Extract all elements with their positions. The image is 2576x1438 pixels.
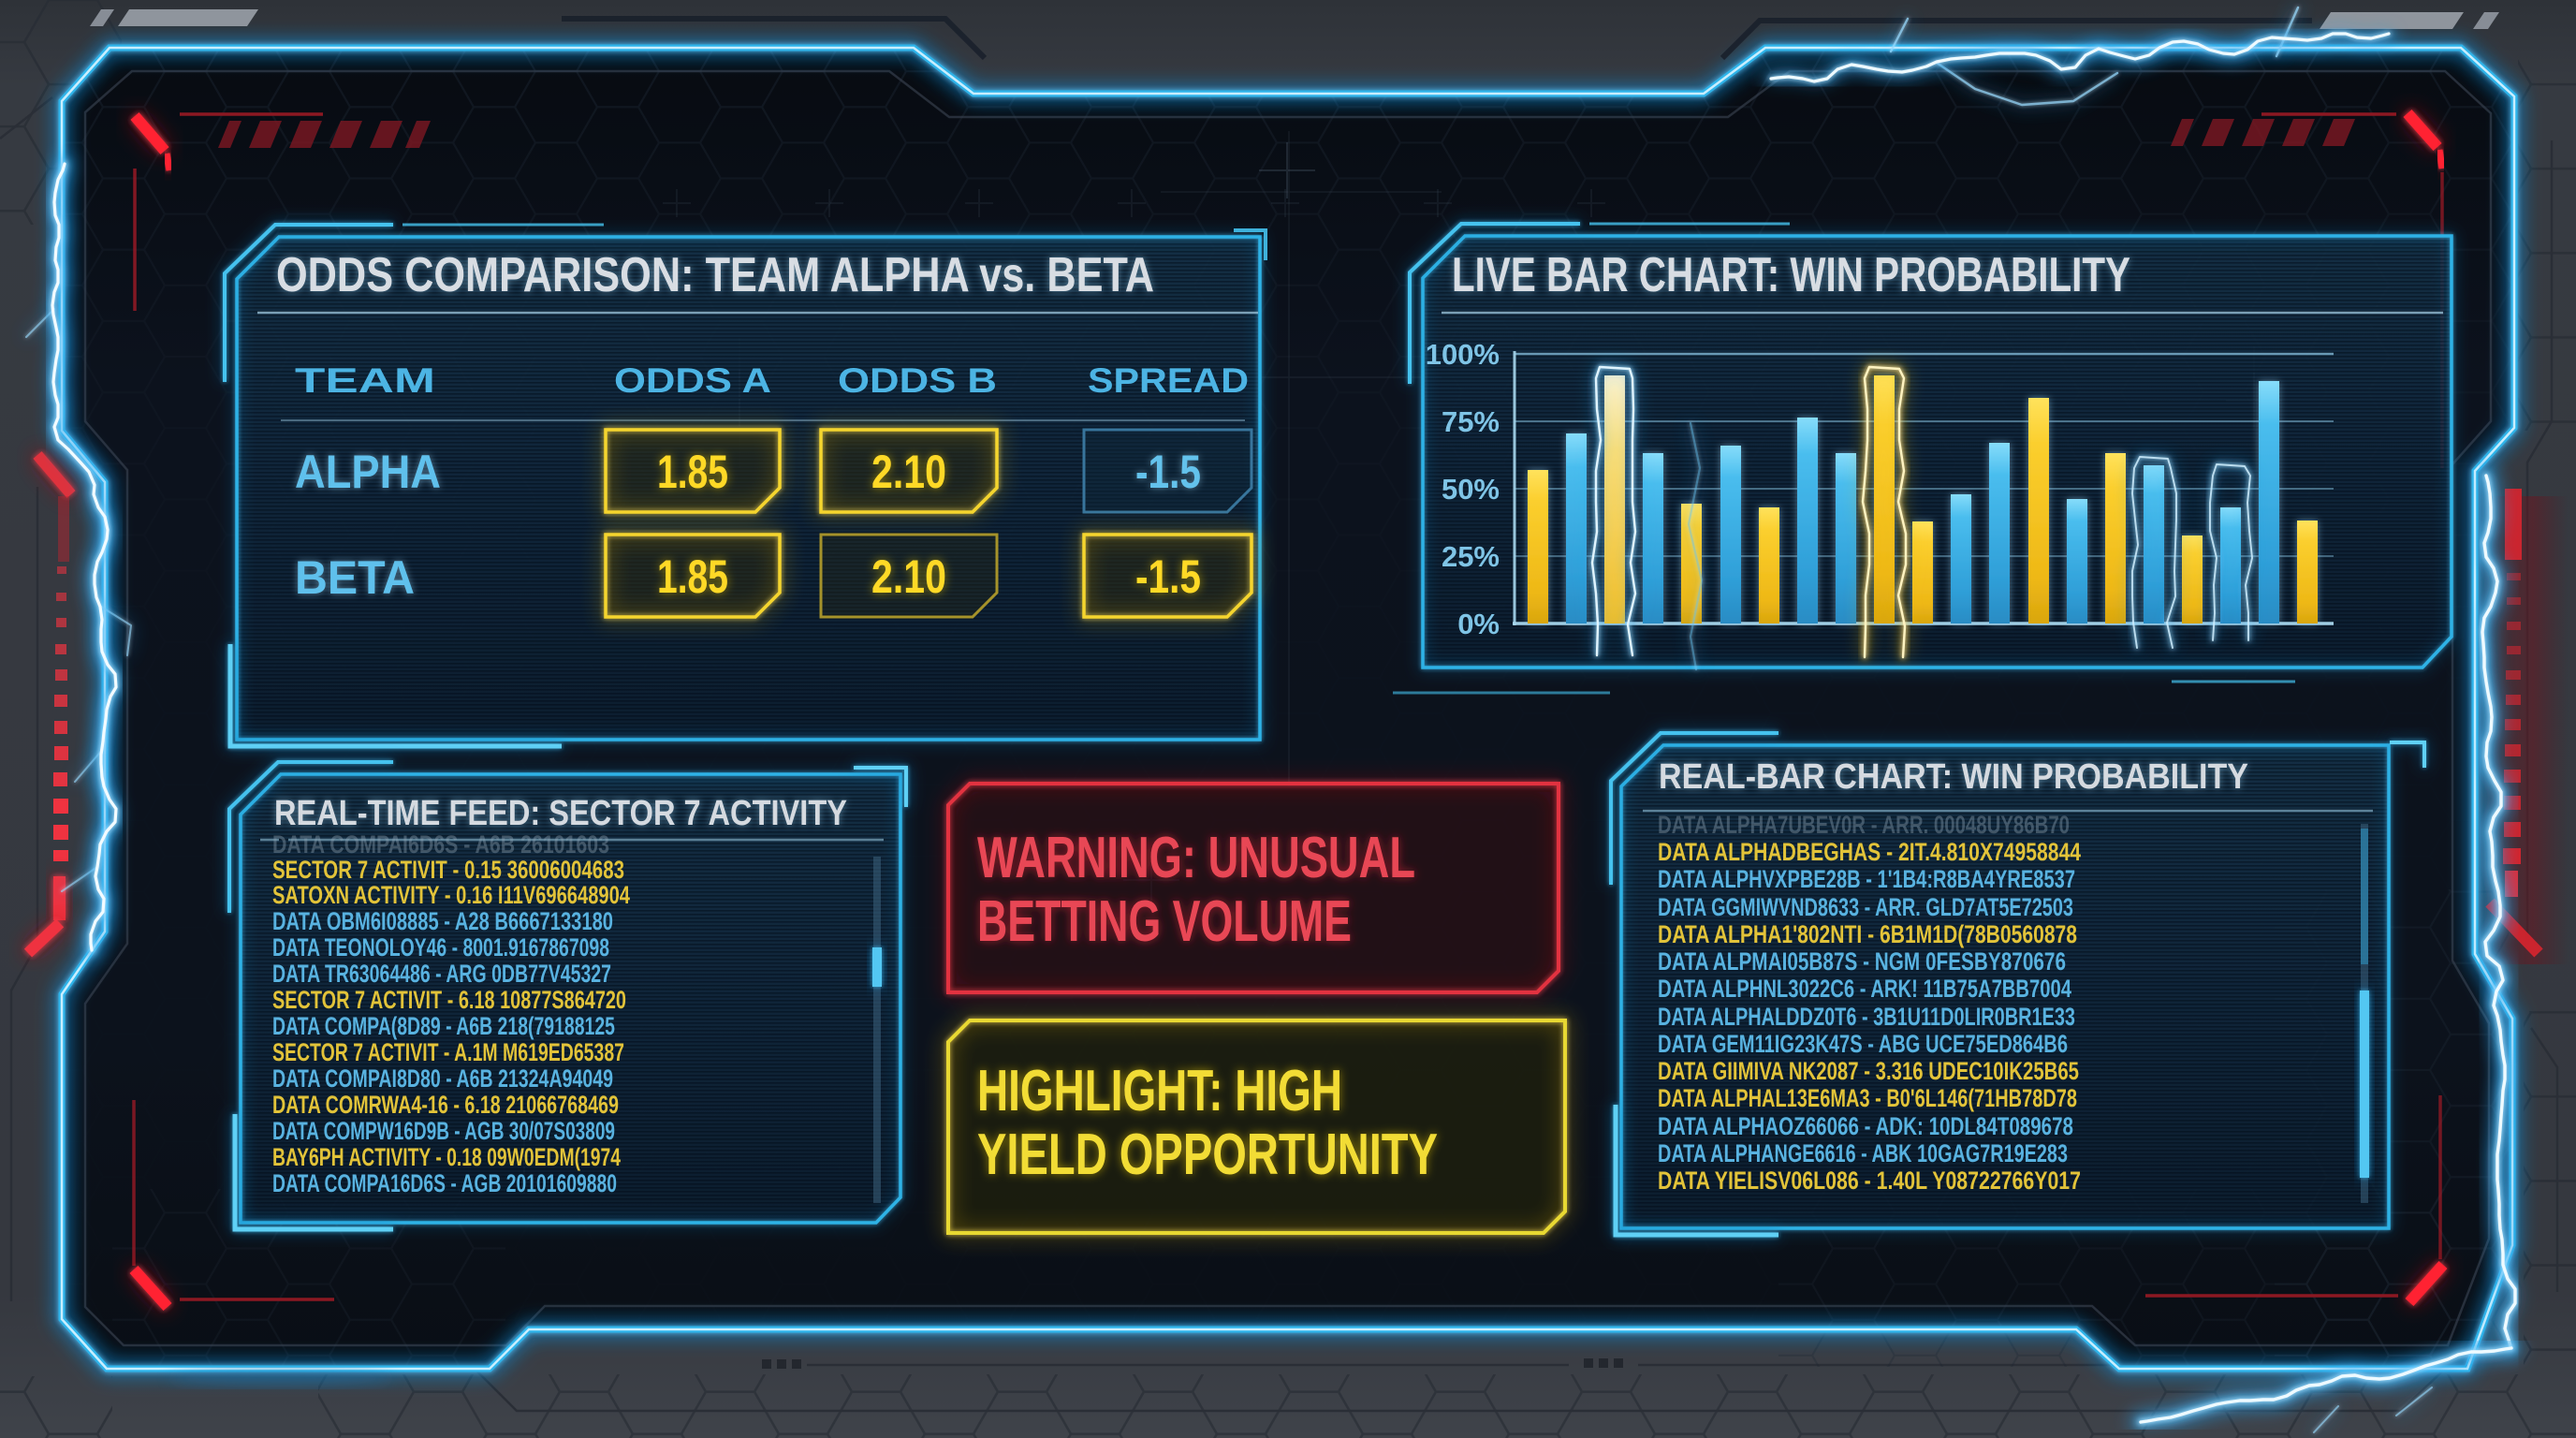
svg-text:DATA ALPHANGE6616 - ABK 10GAG7: DATA ALPHANGE6616 - ABK 10GAG7R19E283 xyxy=(1658,1139,2068,1167)
svg-text:DATA ALPHAL13E6MA3 - B0'6L146(: DATA ALPHAL13E6MA3 - B0'6L146(71HB78D78 xyxy=(1658,1084,2077,1112)
svg-text:DATA ALPMAI05B87S - NGM 0FESBY: DATA ALPMAI05B87S - NGM 0FESBY870676 xyxy=(1658,947,2066,976)
svg-text:SECTOR 7 ACTIVIT - A.1M M619ED: SECTOR 7 ACTIVIT - A.1M M619ED65387 xyxy=(272,1038,624,1066)
svg-text:SATOXN ACTIVITY - 0.16 I11V696: SATOXN ACTIVITY - 0.16 I11V696648904 xyxy=(272,881,630,909)
svg-text:1.85: 1.85 xyxy=(657,550,728,603)
svg-text:DATA ALPHALDDZ0T6 - 3B1U11D0LI: DATA ALPHALDDZ0T6 - 3B1U11D0LIR0BR1E33 xyxy=(1658,1003,2075,1031)
svg-text:DATA COMPAI6D6S - A6B 26101603: DATA COMPAI6D6S - A6B 26101603 xyxy=(272,830,609,858)
svg-text:50%: 50% xyxy=(1442,473,1500,506)
svg-text:100%: 100% xyxy=(1426,338,1500,371)
svg-text:-1.5: -1.5 xyxy=(1135,446,1201,498)
svg-text:75%: 75% xyxy=(1442,405,1500,438)
svg-text:DATA ALPHVXPBE28B - 1'1B4:R8BA: DATA ALPHVXPBE28B - 1'1B4:R8BA4YRE8537 xyxy=(1658,865,2075,893)
svg-text:DATA ALPHNL3022C6 - ARK! 11B75: DATA ALPHNL3022C6 - ARK! 11B75A7BB7004 xyxy=(1658,975,2071,1003)
svg-text:DATA ALPHA7UBEV0R - ARR. 00048: DATA ALPHA7UBEV0R - ARR. 00048UY86B70 xyxy=(1658,811,2070,839)
svg-text:DATA GIIMIVA NK2087 - 3.316 UD: DATA GIIMIVA NK2087 - 3.316 UDEC10IK25B6… xyxy=(1658,1057,2079,1085)
svg-text:DATA COMRWA4-16 - 6.18 2106676: DATA COMRWA4-16 - 6.18 21066768469 xyxy=(272,1091,619,1119)
svg-text:DATA ALPHADBEGHAS - 2IT.4.810X: DATA ALPHADBEGHAS - 2IT.4.810X74958844 xyxy=(1658,838,2081,866)
svg-text:SECTOR 7 ACTIVIT - 6.18 10877S: SECTOR 7 ACTIVIT - 6.18 10877S864720 xyxy=(272,986,626,1014)
svg-text:DATA COMPA16D6S - AGB 20101609: DATA COMPA16D6S - AGB 20101609880 xyxy=(272,1169,617,1197)
svg-text:2.10: 2.10 xyxy=(871,550,946,603)
svg-text:-1.5: -1.5 xyxy=(1135,550,1201,603)
svg-text:0%: 0% xyxy=(1457,608,1500,640)
svg-text:25%: 25% xyxy=(1442,540,1500,573)
svg-text:ODDS A: ODDS A xyxy=(614,361,771,400)
svg-text:YIELD OPPORTUNITY: YIELD OPPORTUNITY xyxy=(977,1123,1438,1187)
svg-text:REAL-TIME FEED: SECTOR 7 ACTIV: REAL-TIME FEED: SECTOR 7 ACTIVITY xyxy=(274,794,847,833)
svg-text:WARNING: UNUSUAL: WARNING: UNUSUAL xyxy=(977,826,1415,890)
svg-text:TEAM: TEAM xyxy=(295,361,435,400)
svg-text:DATA COMPW16D9B - AGB 30/07S03: DATA COMPW16D9B - AGB 30/07S03809 xyxy=(272,1117,615,1145)
svg-text:BETA: BETA xyxy=(295,551,415,604)
svg-text:ODDS B: ODDS B xyxy=(838,361,997,400)
svg-text:LIVE BAR CHART: WIN PROBABILIT: LIVE BAR CHART: WIN PROBABILITY xyxy=(1452,248,2130,302)
svg-text:HIGHLIGHT: HIGH: HIGHLIGHT: HIGH xyxy=(977,1059,1342,1123)
svg-text:ODDS COMPARISON: TEAM ALPHA vs: ODDS COMPARISON: TEAM ALPHA vs. BETA xyxy=(276,248,1154,302)
svg-text:DATA YIELISV06L086 - 1.40L Y08: DATA YIELISV06L086 - 1.40L Y08722766Y017 xyxy=(1658,1167,2081,1195)
svg-text:BETTING VOLUME: BETTING VOLUME xyxy=(977,889,1352,954)
svg-text:1.85: 1.85 xyxy=(657,446,728,498)
svg-text:DATA COMPA(8D89 - A6B 218(7918: DATA COMPA(8D89 - A6B 218(79188125 xyxy=(272,1012,615,1040)
svg-text:DATA TR63064486 - ARG 0DB77V45: DATA TR63064486 - ARG 0DB77V45327 xyxy=(272,960,611,988)
svg-text:REAL-BAR CHART: WIN PROBABILIT: REAL-BAR CHART: WIN PROBABILITY xyxy=(1659,757,2248,797)
svg-text:DATA COMPAI8D80 - A6B 21324A94: DATA COMPAI8D80 - A6B 21324A94049 xyxy=(272,1064,613,1093)
svg-text:2.10: 2.10 xyxy=(871,446,946,498)
svg-text:DATA ALPHAOZ66066 - ADK: 10DL8: DATA ALPHAOZ66066 - ADK: 10DL84T089678 xyxy=(1658,1112,2073,1140)
svg-text:SECTOR 7 ACTIVIT - 0.15 360060: SECTOR 7 ACTIVIT - 0.15 36006004683 xyxy=(272,856,624,884)
svg-text:BAY6PH ACTIVITY - 0.18 09W0EDM: BAY6PH ACTIVITY - 0.18 09W0EDM(1974 xyxy=(272,1143,621,1171)
svg-text:ALPHA: ALPHA xyxy=(295,446,441,498)
svg-text:DATA TEONOLOY46 - 8001.9167867: DATA TEONOLOY46 - 8001.9167867098 xyxy=(272,933,609,961)
svg-text:SPREAD: SPREAD xyxy=(1088,361,1249,400)
svg-text:DATA GGMIWVND8633 - ARR. GLD7A: DATA GGMIWVND8633 - ARR. GLD7AT5E72503 xyxy=(1658,893,2073,921)
svg-text:DATA ALPHA1'802NTI - 6B1M1D(78: DATA ALPHA1'802NTI - 6B1M1D(78B0560878 xyxy=(1658,920,2077,948)
svg-text:DATA OBM6I08885 - A28 B6667133: DATA OBM6I08885 - A28 B6667133180 xyxy=(272,907,613,935)
svg-text:DATA GEM11IG23K47S - ABG UCE75: DATA GEM11IG23K47S - ABG UCE75ED864B6 xyxy=(1658,1030,2068,1058)
